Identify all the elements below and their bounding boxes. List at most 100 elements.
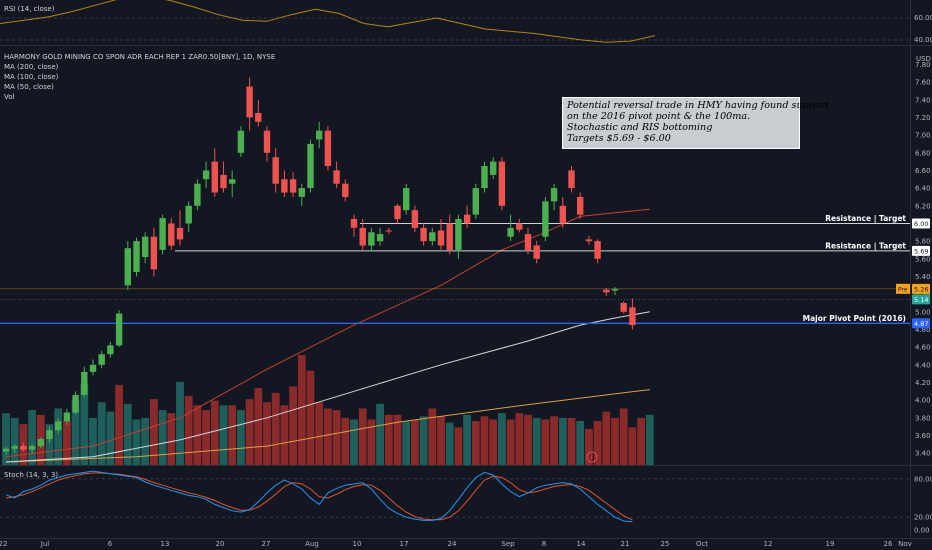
volume-bar xyxy=(619,408,628,465)
price-tick: 5.60 xyxy=(915,255,931,263)
alert-marker xyxy=(586,451,598,463)
time-tick: 14 xyxy=(577,540,586,548)
time-tick: 12 xyxy=(764,540,773,548)
ma50-legend: MA (50, close) xyxy=(4,83,54,91)
price-tag-prefix-bg xyxy=(896,283,910,294)
level-label: Major Pivot Point (2016) xyxy=(803,314,906,323)
candle-body xyxy=(185,205,192,224)
candle-body xyxy=(115,313,123,346)
candle-body xyxy=(307,143,314,189)
volume-bar xyxy=(219,405,228,465)
candle-body xyxy=(124,248,131,286)
volume-bar xyxy=(645,414,654,465)
price-tick: 5.80 xyxy=(915,238,931,246)
price-tick: 3.80 xyxy=(915,414,931,422)
time-tick: 21 xyxy=(621,540,630,548)
candle-body xyxy=(133,241,140,272)
candle-body xyxy=(55,421,62,431)
volume-bar xyxy=(97,402,106,465)
candle-body xyxy=(28,446,36,450)
price-tick: 4.40 xyxy=(915,361,931,369)
candle-body xyxy=(89,364,97,372)
candle-body xyxy=(437,230,445,246)
time-tick: 10 xyxy=(353,540,362,548)
volume-bar xyxy=(341,417,350,465)
volume-bar xyxy=(454,427,463,465)
volume-bar xyxy=(541,419,550,465)
candle-body xyxy=(394,205,401,220)
price-tag xyxy=(912,283,930,294)
annotation-line-3: Stochastic and RIS bottoming xyxy=(567,122,713,133)
vol-legend: Vol xyxy=(4,93,15,101)
volume-bar xyxy=(2,413,10,465)
candle-body xyxy=(11,446,18,449)
volume-bar xyxy=(28,410,36,465)
price-tick: 3.60 xyxy=(915,432,931,440)
candle-body xyxy=(176,227,184,240)
volume-bar xyxy=(480,416,489,465)
candle-body xyxy=(289,179,297,193)
volume-bar xyxy=(498,413,506,465)
volume-bar xyxy=(45,424,54,465)
volume-bar xyxy=(367,419,376,465)
candle-body xyxy=(455,219,462,250)
price-tick: 7.00 xyxy=(915,132,931,140)
candle-body xyxy=(211,161,218,193)
price-tick: 7.20 xyxy=(915,114,931,122)
candle-body xyxy=(490,161,497,175)
volume-bar xyxy=(115,384,123,465)
price-tag-label: 5.14 xyxy=(914,296,928,304)
volume-bar xyxy=(411,419,419,465)
time-tick: 19 xyxy=(826,540,835,548)
price-tick: 4.60 xyxy=(915,344,931,352)
candle-body xyxy=(542,201,549,237)
candle-body xyxy=(524,234,532,250)
volume-bar xyxy=(515,413,524,465)
price-tag-prefix: Pre xyxy=(898,286,908,293)
candle-body xyxy=(98,354,105,365)
candle-body xyxy=(63,412,71,422)
candle-body xyxy=(368,232,375,246)
candle-body xyxy=(446,223,453,250)
volume-bar xyxy=(428,408,437,465)
level-tag xyxy=(912,218,930,229)
ma200-line xyxy=(5,389,650,463)
volume-bar xyxy=(550,416,558,465)
volume-bar xyxy=(576,421,585,465)
candle-body xyxy=(472,188,479,215)
candle-body xyxy=(411,210,419,228)
candle-body xyxy=(481,166,488,189)
price-tick: 4.00 xyxy=(915,397,931,405)
time-tick: 26 xyxy=(884,540,893,548)
candle-body xyxy=(620,303,627,312)
time-tick: 13 xyxy=(161,540,170,548)
volume-bar xyxy=(271,392,280,465)
candle-body xyxy=(342,183,349,197)
time-tick: Aug xyxy=(305,540,319,548)
volume-bar xyxy=(297,355,306,465)
volume-bar xyxy=(567,417,576,465)
candle-body xyxy=(229,179,236,184)
volume-bar xyxy=(393,414,402,465)
volume-bar xyxy=(489,419,498,465)
volume-bar xyxy=(245,399,254,465)
volume-bar xyxy=(402,421,411,465)
time-tick: 25 xyxy=(661,540,670,548)
rsi-legend: RSI (14, close) xyxy=(4,5,55,13)
candle-body xyxy=(498,161,506,206)
volume-bar xyxy=(289,386,297,465)
annotation-callout[interactable]: Potential reversal trade in HMY having f… xyxy=(562,97,829,149)
volume-bar xyxy=(263,402,271,465)
volume-bar xyxy=(63,421,71,465)
price-tick: 4.20 xyxy=(915,379,931,387)
volume-bar xyxy=(210,400,219,465)
volume-bar xyxy=(132,419,141,465)
candle-body xyxy=(429,232,436,242)
level-tag-label: 4.87 xyxy=(914,320,928,328)
volume-bar xyxy=(254,388,263,465)
candle-body xyxy=(324,130,332,166)
candle-body xyxy=(194,183,201,206)
volume-bar xyxy=(158,410,167,465)
volume-bar xyxy=(228,405,237,465)
